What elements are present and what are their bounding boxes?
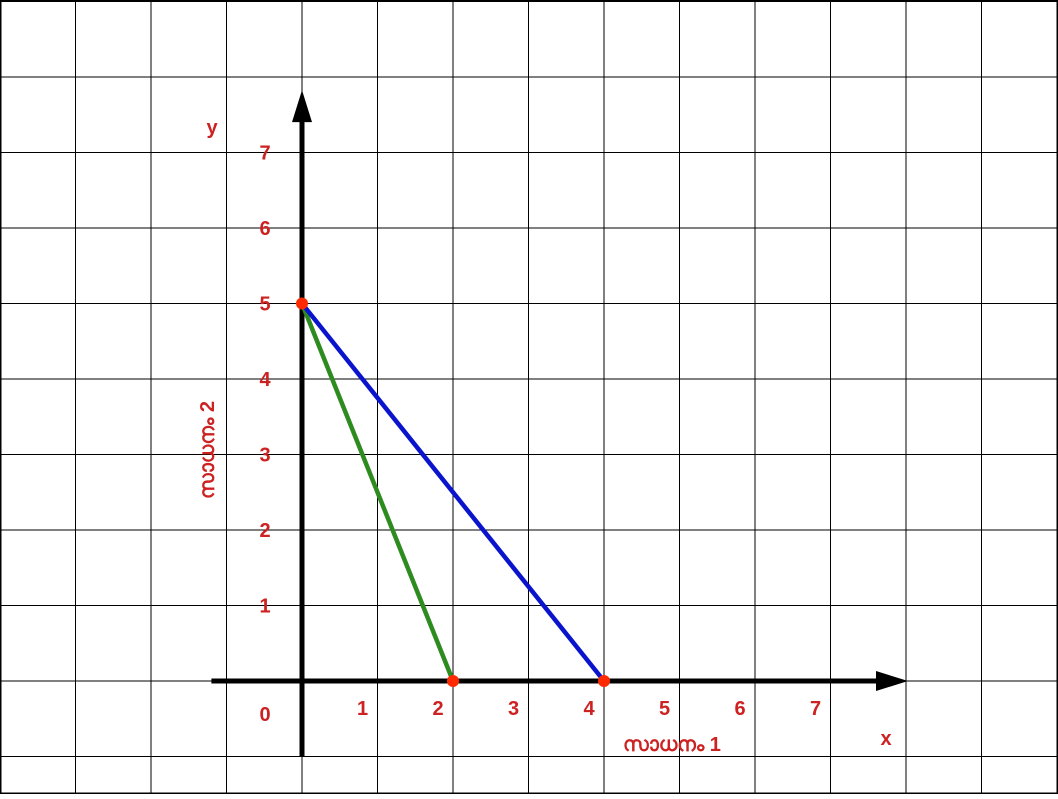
x-tick-label: 2 [432,698,443,720]
data-point-marker-3 [598,675,610,687]
y-tick-label: 5 [259,294,270,316]
x-tick-label: 5 [659,698,670,720]
markers [296,297,610,687]
x-tick-label: 1 [357,698,368,720]
data-point-marker-2 [447,675,459,687]
x-tick-label: 6 [734,698,745,720]
y-axis-title: സാധനം 2 [197,401,219,499]
x-tick-label: 4 [583,698,595,720]
x-tick-label: 7 [810,698,821,720]
y-tick-label: 6 [259,218,270,240]
series-line-1 [299,301,456,684]
data-point-marker-1 [296,297,308,310]
y-tick-label: 2 [259,520,270,542]
x-axis-arrowhead [876,671,908,691]
series-line-2 [299,301,607,684]
x-axis-name: x [880,728,891,750]
x-axis-title: സാധനം 1 [623,734,721,756]
y-tick-label: 4 [259,369,271,391]
y-axis-name: y [206,117,218,139]
y-tick-label: 3 [259,445,270,467]
y-tick-label: 1 [259,596,270,618]
axes [211,90,908,757]
origin-label: 0 [259,704,270,726]
labels: 1 2 3 4 5 6 7 1 2 3 4 5 6 7 0 x y സാധനം 1 സാധനം 2 [197,117,892,756]
y-tick-label: 7 [259,143,270,165]
series [299,301,607,684]
y-axis-arrowhead [292,90,312,123]
x-tick-label: 3 [508,698,519,720]
